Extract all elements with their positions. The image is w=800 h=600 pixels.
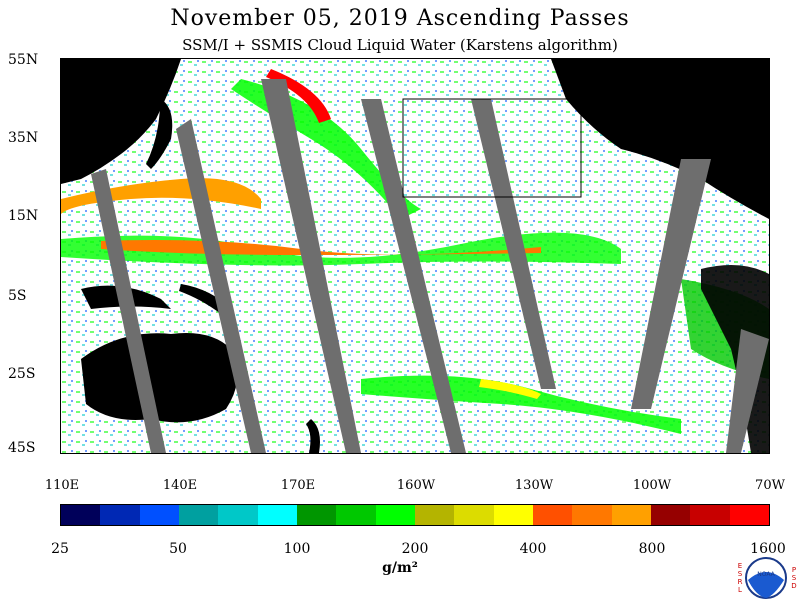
colorbar bbox=[60, 504, 770, 526]
lon-label: 110E bbox=[44, 478, 80, 493]
colorbar-segment bbox=[572, 505, 612, 525]
colorbar-tick-label: 50 bbox=[169, 541, 187, 557]
lon-label: 130W bbox=[514, 478, 554, 493]
colorbar-segment bbox=[178, 505, 219, 525]
lon-label: 140E bbox=[162, 478, 198, 493]
map-graphic bbox=[61, 59, 769, 453]
colorbar-tick-label: 100 bbox=[283, 541, 311, 557]
colorbar-segment bbox=[139, 505, 179, 525]
asia-land bbox=[61, 59, 181, 184]
colorbar-segment bbox=[454, 505, 494, 525]
swath-gap-1 bbox=[91, 169, 166, 453]
swath-gap-2 bbox=[176, 119, 266, 453]
colorbar-segment bbox=[375, 505, 415, 525]
colorbar-tick-label: 25 bbox=[51, 541, 69, 557]
colorbar-segment bbox=[414, 505, 455, 525]
swath-gap-5 bbox=[471, 99, 556, 389]
colorbar-segment bbox=[336, 505, 376, 525]
colorbar-tick-label: 400 bbox=[519, 541, 547, 557]
swath-gap-6 bbox=[631, 159, 711, 409]
western-band bbox=[61, 178, 261, 214]
lat-label: 15N bbox=[8, 208, 39, 224]
noaa-logo-icon: NOAA bbox=[745, 557, 787, 599]
colorbar-segment bbox=[493, 505, 533, 525]
swath-gap-3 bbox=[261, 79, 361, 453]
swath-gap-4 bbox=[361, 99, 466, 453]
page-subtitle: SSM/I + SSMIS Cloud Liquid Water (Karste… bbox=[182, 36, 618, 54]
lon-label: 100W bbox=[632, 478, 672, 493]
logo-text: NOAA bbox=[757, 571, 775, 578]
swath-gap-7 bbox=[726, 329, 769, 453]
page-title: November 05, 2019 Ascending Passes bbox=[170, 6, 630, 31]
colorbar-segment bbox=[690, 505, 730, 525]
colorbar-segment bbox=[532, 505, 573, 525]
region-box bbox=[402, 98, 582, 198]
colorbar-segment bbox=[218, 505, 258, 525]
lon-label: 70W bbox=[755, 478, 785, 493]
colorbar-segment bbox=[257, 505, 297, 525]
lat-label: 35N bbox=[8, 130, 39, 146]
colorbar-segment bbox=[61, 505, 101, 525]
map-panel bbox=[60, 58, 770, 454]
colorbar-tick-label: 800 bbox=[638, 541, 666, 557]
south-core bbox=[479, 379, 541, 399]
colorbar-segment bbox=[100, 505, 140, 525]
colorbar-segment bbox=[296, 505, 337, 525]
lat-label: 5S bbox=[8, 288, 27, 304]
new-zealand-land bbox=[306, 419, 320, 453]
colorbar-segment bbox=[729, 505, 769, 525]
colorbar-segment bbox=[650, 505, 691, 525]
lon-label: 170E bbox=[280, 478, 316, 493]
japan-land bbox=[146, 99, 173, 169]
colorbar-segment bbox=[611, 505, 651, 525]
north-america-land bbox=[551, 59, 769, 219]
lat-label: 55N bbox=[8, 52, 39, 68]
colorbar-tick-label: 200 bbox=[401, 541, 429, 557]
colorbar-tick-label: 1600 bbox=[750, 541, 786, 557]
australia-land bbox=[81, 333, 238, 423]
lat-label: 45S bbox=[8, 440, 36, 456]
lon-label: 160W bbox=[396, 478, 436, 493]
lat-label: 25S bbox=[8, 366, 36, 382]
colorbar-units: g/m² bbox=[382, 560, 418, 576]
